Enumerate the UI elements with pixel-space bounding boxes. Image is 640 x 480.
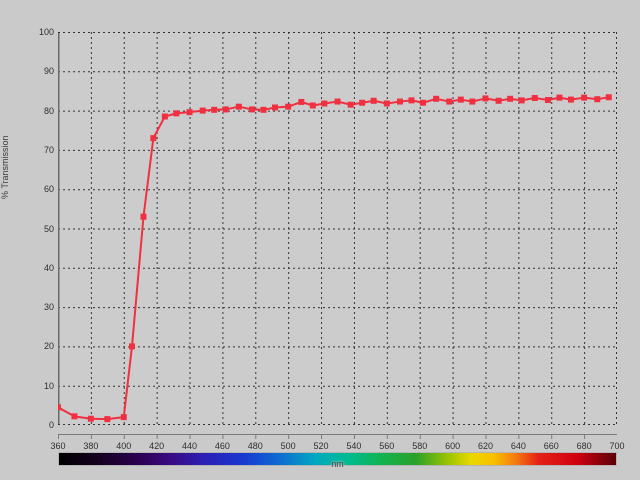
visible-spectrum-bar bbox=[58, 452, 617, 466]
y-tick-label: 30 bbox=[43, 302, 54, 313]
y-tick-label: 100 bbox=[38, 27, 54, 37]
x-tick-label: 500 bbox=[280, 441, 296, 451]
y-tick-label: 60 bbox=[43, 184, 54, 195]
y-tick-label: 70 bbox=[43, 144, 54, 155]
y-tick-label: 0 bbox=[48, 420, 54, 430]
x-tick-label: 520 bbox=[313, 441, 329, 451]
transmission-line-chart bbox=[58, 32, 617, 425]
series-markers bbox=[58, 94, 612, 423]
y-tick-label: 80 bbox=[43, 105, 54, 116]
x-tick-label: 560 bbox=[379, 441, 395, 451]
x-tick-label: 600 bbox=[445, 441, 461, 451]
x-tick-label: 460 bbox=[214, 441, 230, 451]
plot-frame bbox=[58, 32, 617, 425]
y-tick-label: 10 bbox=[43, 380, 54, 391]
x-tick-label: 540 bbox=[346, 441, 362, 451]
x-tick-label: 660 bbox=[543, 441, 559, 451]
x-tick-label: 580 bbox=[412, 441, 428, 451]
gridlines bbox=[58, 32, 617, 425]
x-tick-label: 700 bbox=[609, 441, 625, 451]
y-axis-tick-labels: 0 10 20 30 40 50 60 70 80 90 100 bbox=[30, 28, 54, 430]
plot-area bbox=[58, 32, 617, 425]
x-tick-label: 380 bbox=[83, 441, 99, 451]
x-axis-tick-labels: 360 380 400 420 440 460 480 500 520 540 560 580 600 6… bbox=[38, 441, 638, 453]
x-axis-title: nm bbox=[331, 459, 344, 469]
x-axis-ruler bbox=[58, 434, 617, 439]
x-tick-label: 440 bbox=[182, 441, 198, 451]
x-tick-label: 360 bbox=[50, 441, 66, 451]
y-tick-label: 20 bbox=[43, 341, 54, 352]
y-axis-title: % Transmission bbox=[0, 135, 10, 199]
x-tick-label: 480 bbox=[247, 441, 263, 451]
y-tick-label: 40 bbox=[43, 262, 54, 273]
x-tick-label: 680 bbox=[576, 441, 592, 451]
x-tick-label: 420 bbox=[149, 441, 165, 451]
x-tick-label: 620 bbox=[477, 441, 493, 451]
y-tick-label: 90 bbox=[43, 66, 54, 77]
x-tick-label: 400 bbox=[116, 441, 132, 451]
series-line bbox=[58, 96, 610, 421]
x-tick-label: 640 bbox=[510, 441, 526, 451]
y-tick-label: 50 bbox=[43, 223, 54, 234]
